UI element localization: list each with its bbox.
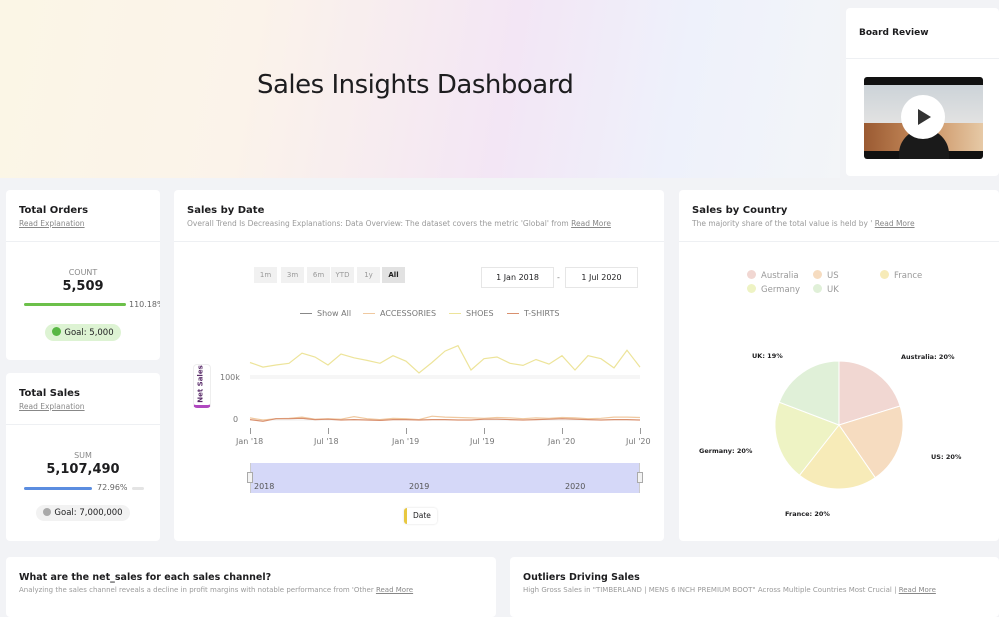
x-tick-label: Jul '18 <box>314 437 339 446</box>
sum-label: SUM <box>74 451 92 460</box>
sales-progress-bar <box>24 487 92 490</box>
date-separator: - <box>557 273 560 282</box>
outliers-title: Outliers Driving Sales <box>523 572 640 583</box>
sales-by-country-card: Sales by Country The majority share of th… <box>679 190 999 541</box>
x-tick-mark <box>640 428 641 434</box>
read-explanation-link[interactable]: Read Explanation <box>19 219 85 228</box>
pie-legend-uk[interactable]: UK <box>813 284 839 295</box>
pie-legend-germany[interactable]: Germany <box>747 284 800 295</box>
total-orders-title: Total Orders <box>19 205 89 216</box>
range-button-6m[interactable]: 6m <box>307 267 330 283</box>
pie-label-france: France: 20% <box>785 510 830 518</box>
navigator-year: 2019 <box>409 482 430 491</box>
count-value: 5,509 <box>62 279 104 294</box>
pie-label-germany: Germany: 20% <box>699 447 753 455</box>
navigator-handle-left[interactable] <box>247 472 253 483</box>
x-tick-mark <box>484 428 485 434</box>
page-title: Sales Insights Dashboard <box>257 70 574 100</box>
sales-channel-subtitle: Analyzing the sales channel reveals a de… <box>19 586 374 594</box>
pie-legend-france[interactable]: France <box>880 270 922 281</box>
count-label: COUNT <box>68 268 98 277</box>
x-tick-label: Jul '19 <box>470 437 495 446</box>
legend-show-all[interactable]: Show All <box>300 309 351 318</box>
y-tick-0: 0 <box>233 415 239 424</box>
check-icon <box>52 327 62 336</box>
x-tick-label: Jan '19 <box>392 437 420 446</box>
orders-goal-badge: Goal: 5,000 <box>45 324 121 341</box>
x-axis-label: Date <box>404 508 437 524</box>
read-more-link[interactable]: Read More <box>571 219 611 228</box>
range-button-all[interactable]: All <box>382 267 405 283</box>
total-sales-card: Total Sales Read Explanation SUM 5,107,490… <box>6 373 160 541</box>
sales-progress-track <box>132 487 144 490</box>
read-explanation-link[interactable]: Read Explanation <box>19 402 85 411</box>
x-tick-label: Jul '20 <box>626 437 651 446</box>
range-navigator[interactable]: 2018 2019 2020 <box>247 463 643 493</box>
range-button-1m[interactable]: 1m <box>254 267 277 283</box>
video-thumbnail[interactable] <box>864 77 983 159</box>
hero-banner: Sales Insights Dashboard <box>0 0 840 178</box>
board-review-card: Board Review <box>846 8 999 176</box>
sales-channel-card[interactable]: What are the net_sales for each sales ch… <box>6 557 496 617</box>
pie-legend-us[interactable]: US <box>813 270 839 281</box>
read-more-link[interactable]: Read More <box>898 586 936 594</box>
x-tick-mark <box>406 428 407 434</box>
pie-legend-australia[interactable]: Australia <box>747 270 799 281</box>
pie-label-us: US: 20% <box>931 453 962 461</box>
sales-goal-badge: Goal: 7,000,000 <box>36 505 130 521</box>
pie-label-australia: Australia: 20% <box>901 353 955 361</box>
x-tick-mark <box>562 428 563 434</box>
sales-by-date-title: Sales by Date <box>187 205 265 216</box>
navigator-handle-right[interactable] <box>637 472 643 483</box>
read-more-link[interactable]: Read More <box>874 219 915 228</box>
total-orders-card: Total Orders Read Explanation COUNT 5,509 … <box>6 190 160 360</box>
x-tick-label: Jan '18 <box>236 437 264 446</box>
sales-channel-title: What are the net_sales for each sales ch… <box>19 572 272 583</box>
range-button-ytd[interactable]: YTD <box>331 267 354 283</box>
range-button-1y[interactable]: 1y <box>357 267 380 283</box>
pie-label-uk: UK: 19% <box>752 352 783 360</box>
read-more-link[interactable]: Read More <box>375 586 414 594</box>
x-tick-label: Jan '20 <box>548 437 576 446</box>
goal-text: Goal: 5,000 <box>64 328 114 338</box>
orders-progress-pct: 110.18% <box>126 299 160 310</box>
range-button-3m[interactable]: 3m <box>281 267 304 283</box>
goal-icon <box>43 508 52 516</box>
goal-text: Goal: 7,000,000 <box>54 508 123 518</box>
date-to-input[interactable]: 1 Jul 2020 <box>565 267 638 288</box>
navigator-year: 2020 <box>565 482 586 491</box>
sales-by-date-subtitle: Overall Trend Is Decreasing Explanations… <box>187 219 569 228</box>
sales-progress-pct: 72.96% <box>94 482 131 493</box>
board-review-title: Board Review <box>859 28 929 38</box>
total-sales-title: Total Sales <box>19 388 80 399</box>
date-from-input[interactable]: 1 Jan 2018 <box>481 267 554 288</box>
y-tick-100k: 100k <box>220 373 240 382</box>
navigator-year: 2018 <box>254 482 275 491</box>
x-tick-mark <box>250 428 251 434</box>
legend-accessories[interactable]: ACCESSORIES <box>363 309 436 318</box>
sales-by-country-subtitle: The majority share of the total value is… <box>692 219 873 228</box>
outliers-card[interactable]: Outliers Driving Sales High Gross Sales … <box>510 557 999 617</box>
sales-by-country-title: Sales by Country <box>692 205 788 216</box>
orders-progress-bar <box>24 303 126 306</box>
outliers-subtitle: High Gross Sales in "TIMBERLAND | MENS 6… <box>523 586 897 594</box>
y-axis-label: Net Sales <box>193 364 211 408</box>
legend-shoes[interactable]: SHOES <box>449 309 494 318</box>
sum-value: 5,107,490 <box>46 462 120 477</box>
play-icon[interactable] <box>901 95 945 139</box>
x-tick-mark <box>328 428 329 434</box>
legend-t-shirts[interactable]: T-SHIRTS <box>507 309 559 318</box>
